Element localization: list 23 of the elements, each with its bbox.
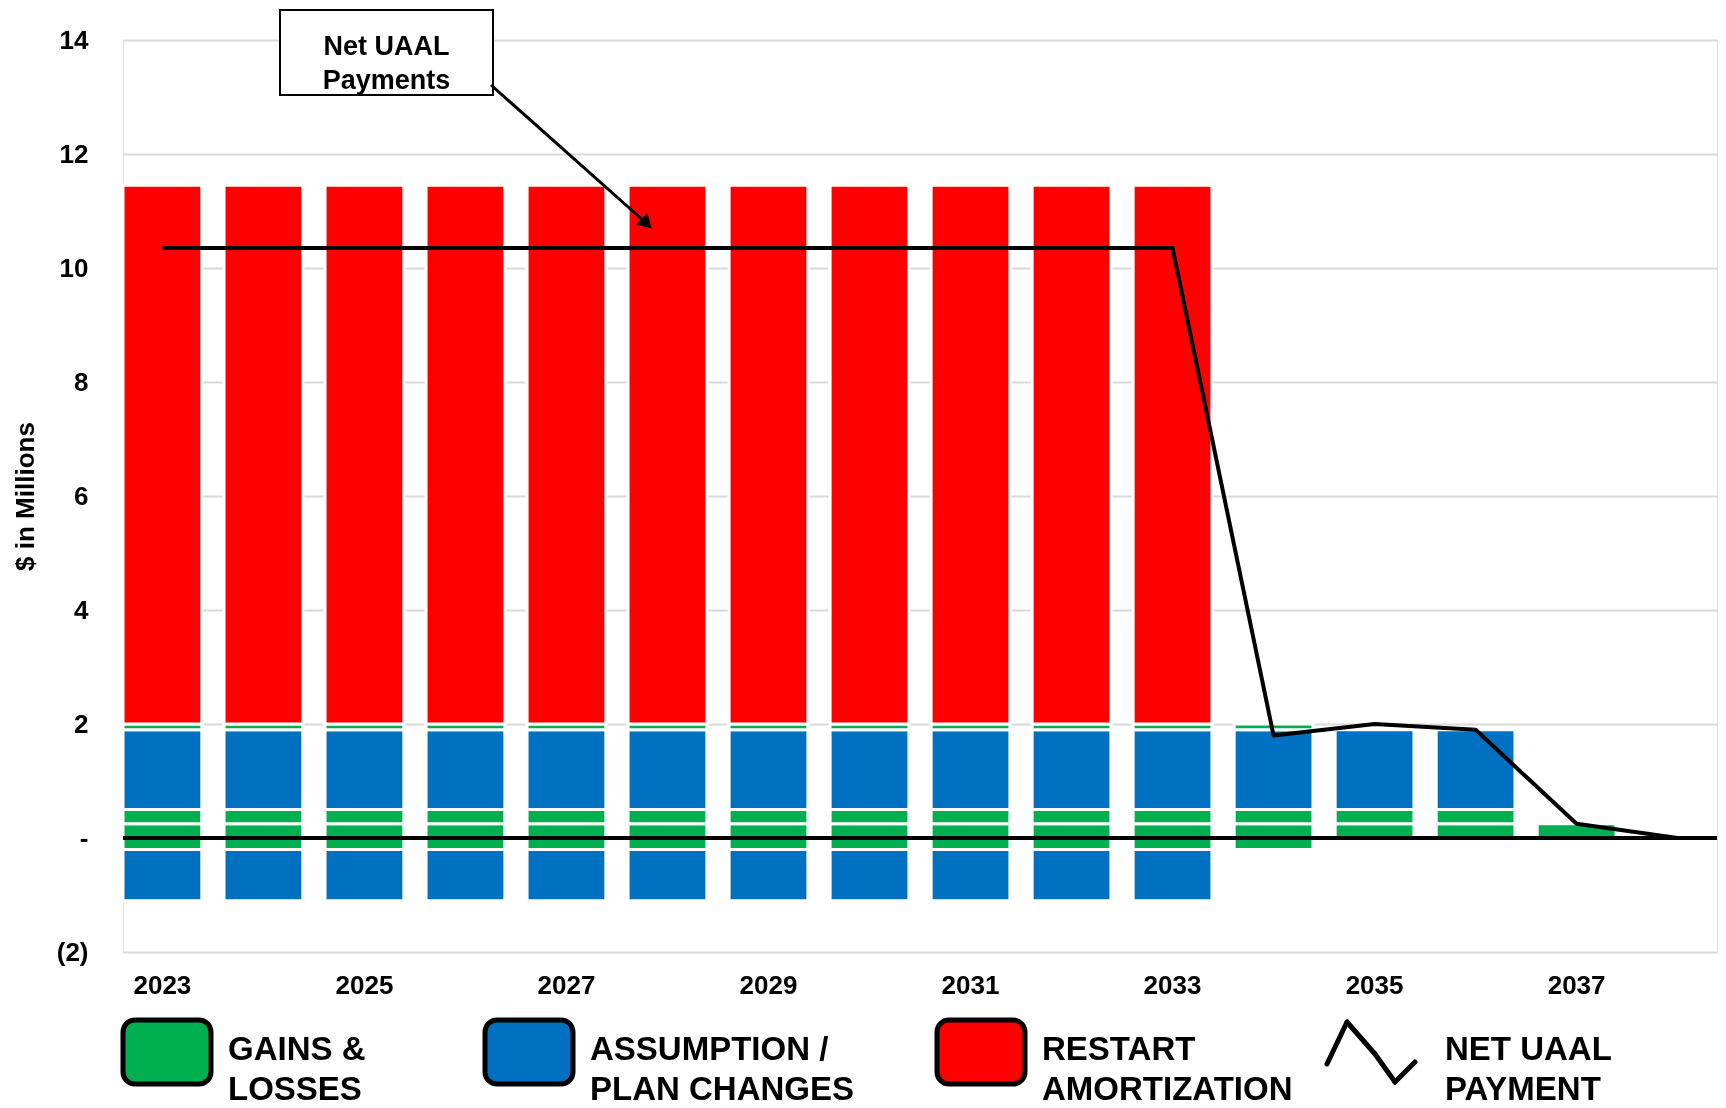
x-tick-label: 2031 xyxy=(941,969,1000,1000)
y-tick-label: 14 xyxy=(59,24,90,55)
y-axis-title: $ in Millions xyxy=(9,422,40,571)
x-tick-label: 2023 xyxy=(133,969,192,1000)
y-tick-label: - xyxy=(79,822,89,853)
x-tick-label: 2033 xyxy=(1143,969,1202,1000)
y-tick-label: 8 xyxy=(74,366,89,397)
y-tick-label: 4 xyxy=(74,594,90,625)
x-tick-label: 2027 xyxy=(537,969,596,1000)
x-tick-label: 2035 xyxy=(1345,969,1404,1000)
legend-label: GAINS & LOSSES xyxy=(228,1030,366,1107)
annotation: Net UAAL Payments xyxy=(322,30,451,95)
y-tick-label: 2 xyxy=(74,708,89,739)
y-tick-label: 12 xyxy=(59,138,89,169)
legend-label: NET UAAL PAYMENT xyxy=(1445,1030,1612,1107)
x-tick-label: 2037 xyxy=(1547,969,1606,1000)
y-tick-label: (2) xyxy=(56,936,89,967)
legend-label: RESTART AMORTIZATION xyxy=(1042,1030,1293,1107)
y-tick-label: 10 xyxy=(59,252,89,283)
y-tick-label: 6 xyxy=(74,480,89,511)
x-tick-label: 2025 xyxy=(335,969,394,1000)
legend-label: ASSUMPTION / PLAN CHANGES xyxy=(590,1030,855,1107)
x-tick-label: 2029 xyxy=(739,969,798,1000)
